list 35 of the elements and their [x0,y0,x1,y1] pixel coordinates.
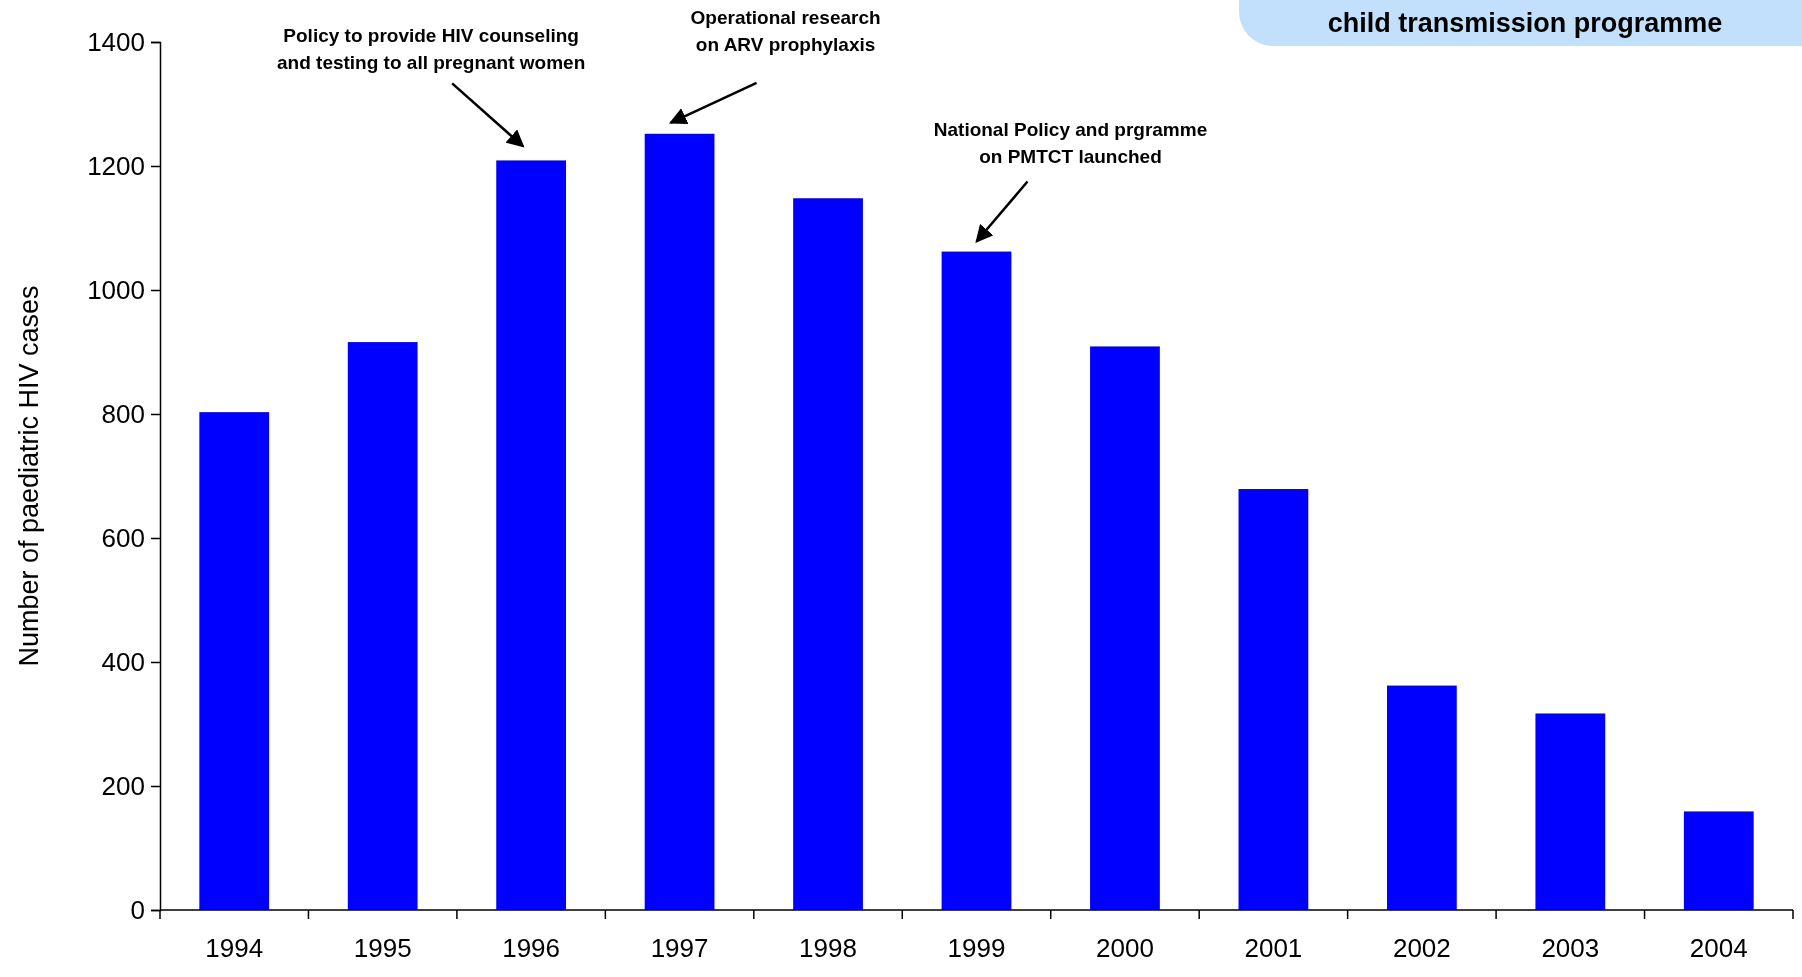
x-tick-label: 1994 [205,933,264,963]
text: child transmission programme [1327,8,1723,38]
bar [1386,685,1457,910]
y-tick-label: 200 [101,770,145,801]
x-tick-label: 2002 [1392,933,1451,963]
x-tick-label: 2001 [1244,933,1303,963]
annotation: Policy to provide HIV counseling and testing to all pregnant women [277,25,586,74]
x-tick-label: 2003 [1541,933,1600,963]
x-tick-label: 1997 [650,933,709,963]
y-tick-label: 600 [101,522,145,553]
bar [1683,811,1754,910]
y-tick-label: 0 [130,894,145,925]
bar [496,160,567,910]
y-tick-label: 1200 [87,150,145,181]
bar [199,412,270,910]
x-tick-label: 2000 [1096,933,1154,963]
x-tick-label: 1996 [502,933,561,963]
x-tick-label: 1998 [799,933,857,963]
bar [1535,713,1606,910]
annotation: National Policy and prgramme on PMTCT launched [933,118,1208,167]
annotation: Operational research on ARV prophylaxis [690,6,881,55]
bar [1238,489,1309,910]
x-tick-label: 1999 [947,933,1006,963]
y-tick-label: 400 [101,646,145,677]
y-tick-label: 1400 [87,26,145,57]
y-tick-label: 1000 [87,274,145,305]
x-tick-label: 2004 [1689,933,1748,963]
bar [793,198,863,910]
bar [1090,346,1160,910]
y-tick-label: 800 [101,398,145,429]
bar [644,133,715,910]
bar [347,342,418,910]
x-tick-label: 1995 [353,933,412,963]
bar [941,251,1012,910]
y-axis-title: Number of paediatric HIV cases [14,285,44,667]
